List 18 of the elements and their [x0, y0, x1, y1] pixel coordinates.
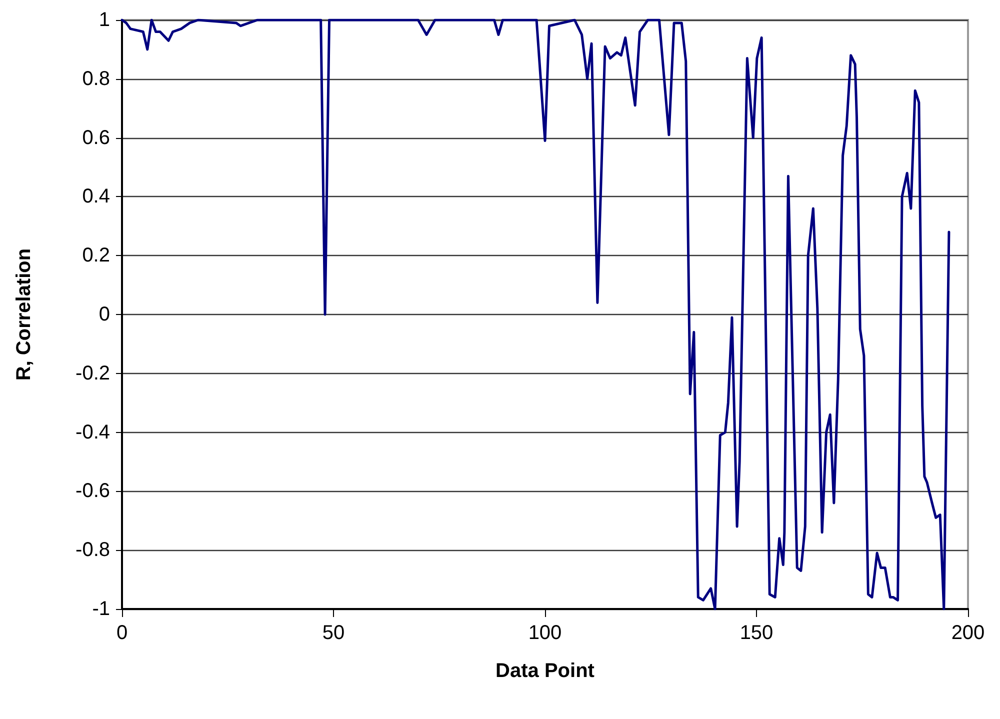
y-tick-label: -0.2	[76, 362, 110, 384]
y-tick-label: 0.4	[82, 186, 110, 208]
x-tick-label: 100	[528, 622, 562, 644]
y-tick-label: 0.2	[82, 244, 110, 267]
y-tick-label: -0.6	[76, 480, 110, 502]
y-tick-label: 1	[98, 9, 110, 31]
y-tick-label: -0.8	[76, 539, 110, 562]
x-tick-label: 150	[740, 622, 774, 644]
y-tick-label: -0.4	[76, 421, 110, 444]
y-tick-label: -1	[92, 598, 110, 620]
x-axis-title: Data Point	[496, 660, 595, 682]
x-tick-label: 50	[322, 622, 345, 644]
x-tick-label: 0	[116, 622, 128, 644]
y-tick-label: 0.8	[82, 68, 110, 90]
y-axis-title: R, Correlation	[13, 248, 35, 381]
y-tick-label: 0.6	[82, 126, 110, 149]
y-tick-label: 0	[98, 304, 110, 326]
x-tick-label: 200	[951, 622, 985, 644]
